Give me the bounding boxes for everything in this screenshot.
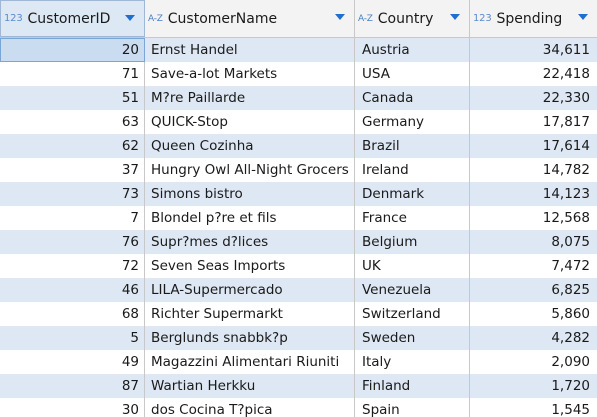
table-row[interactable]: 37 Hungry Owl All-Night Grocers Ireland 14,… bbox=[0, 158, 597, 182]
column-header-label: Country bbox=[377, 10, 434, 27]
table-row[interactable]: 73 Simons bistro Denmark 14,123 bbox=[0, 182, 597, 206]
grid-header: 123 CustomerID A-Z CustomerName A-Z Coun… bbox=[0, 0, 597, 38]
sort-arrow-icon[interactable] bbox=[125, 15, 135, 21]
cell-country[interactable]: Denmark bbox=[355, 182, 470, 206]
cell-country[interactable]: Italy bbox=[355, 350, 470, 374]
cell-customerid[interactable]: 62 bbox=[0, 134, 145, 158]
cell-customername[interactable]: Seven Seas Imports bbox=[145, 254, 355, 278]
table-row[interactable]: 51 M?re Paillarde Canada 22,330 bbox=[0, 86, 597, 110]
cell-spending[interactable]: 6,825 bbox=[551, 282, 590, 298]
cell-customerid[interactable]: 5 bbox=[0, 326, 145, 350]
text-type-icon: A-Z bbox=[358, 13, 373, 24]
table-row[interactable]: 62 Queen Cozinha Brazil 17,614 bbox=[0, 134, 597, 158]
cell-customername[interactable]: M?re Paillarde bbox=[145, 86, 355, 110]
cell-country[interactable]: Sweden bbox=[355, 326, 470, 350]
column-header-customerid[interactable]: 123 CustomerID bbox=[0, 0, 145, 37]
numeric-type-icon: 123 bbox=[4, 13, 23, 24]
column-header-label: Spending bbox=[496, 10, 563, 27]
numeric-type-icon: 123 bbox=[473, 13, 492, 24]
table-row[interactable]: 5 Berglunds snabbk?p Sweden 4,282 bbox=[0, 326, 597, 350]
cell-country[interactable]: France bbox=[355, 206, 470, 230]
cell-spending[interactable]: 4,282 bbox=[551, 330, 590, 346]
cell-customerid[interactable]: 20 bbox=[0, 38, 145, 62]
cell-spending[interactable]: 1,720 bbox=[551, 378, 590, 394]
cell-customerid[interactable]: 7 bbox=[0, 206, 145, 230]
column-header-spending[interactable]: 123 Spending bbox=[470, 0, 597, 37]
sort-arrow-icon[interactable] bbox=[578, 14, 588, 20]
cell-customername[interactable]: Save-a-lot Markets bbox=[145, 62, 355, 86]
cell-customerid[interactable]: 76 bbox=[0, 230, 145, 254]
cell-spending[interactable]: 12,568 bbox=[542, 210, 590, 226]
cell-customerid[interactable]: 30 bbox=[0, 398, 145, 417]
column-header-customername[interactable]: A-Z CustomerName bbox=[145, 0, 355, 37]
cell-country[interactable]: USA bbox=[355, 62, 470, 86]
cell-customername[interactable]: Simons bistro bbox=[145, 182, 355, 206]
column-header-country[interactable]: A-Z Country bbox=[355, 0, 470, 37]
cell-country[interactable]: Switzerland bbox=[355, 302, 470, 326]
cell-customername[interactable]: Wartian Herkku bbox=[145, 374, 355, 398]
table-row[interactable]: 76 Supr?mes d?lices Belgium 8,075 bbox=[0, 230, 597, 254]
cell-customerid[interactable]: 73 bbox=[0, 182, 145, 206]
table-row[interactable]: 87 Wartian Herkku Finland 1,720 bbox=[0, 374, 597, 398]
table-row[interactable]: 72 Seven Seas Imports UK 7,472 bbox=[0, 254, 597, 278]
table-row[interactable]: 68 Richter Supermarkt Switzerland 5,860 bbox=[0, 302, 597, 326]
cell-customerid[interactable]: 72 bbox=[0, 254, 145, 278]
cell-spending[interactable]: 8,075 bbox=[551, 234, 590, 250]
table-row[interactable]: 63 QUICK-Stop Germany 17,817 bbox=[0, 110, 597, 134]
cell-country[interactable]: Belgium bbox=[355, 230, 470, 254]
table-row[interactable]: 49 Magazzini Alimentari Riuniti Italy 2,090 bbox=[0, 350, 597, 374]
cell-spending[interactable]: 34,611 bbox=[542, 42, 590, 58]
table-row[interactable]: 71 Save-a-lot Markets USA 22,418 bbox=[0, 62, 597, 86]
column-header-label: CustomerName bbox=[167, 10, 278, 27]
cell-country[interactable]: Venezuela bbox=[355, 278, 470, 302]
cell-customername[interactable]: Magazzini Alimentari Riuniti bbox=[145, 350, 355, 374]
cell-country[interactable]: Ireland bbox=[355, 158, 470, 182]
cell-country[interactable]: UK bbox=[355, 254, 470, 278]
cell-customerid[interactable]: 37 bbox=[0, 158, 145, 182]
cell-customerid[interactable]: 87 bbox=[0, 374, 145, 398]
text-type-icon: A-Z bbox=[148, 13, 163, 24]
cell-customername[interactable]: Richter Supermarkt bbox=[145, 302, 355, 326]
cell-spending[interactable]: 22,330 bbox=[542, 90, 590, 106]
cell-spending[interactable]: 17,614 bbox=[542, 138, 590, 154]
cell-spending[interactable]: 22,418 bbox=[542, 66, 590, 82]
sort-arrow-icon[interactable] bbox=[335, 14, 345, 20]
cell-customerid[interactable]: 46 bbox=[0, 278, 145, 302]
table-row[interactable]: 46 LILA-Supermercado Venezuela 6,825 bbox=[0, 278, 597, 302]
cell-spending[interactable]: 17,817 bbox=[542, 114, 590, 130]
cell-customerid[interactable]: 68 bbox=[0, 302, 145, 326]
cell-country[interactable]: Germany bbox=[355, 110, 470, 134]
cell-country[interactable]: Spain bbox=[355, 398, 470, 417]
cell-spending[interactable]: 7,472 bbox=[551, 258, 590, 274]
cell-spending[interactable]: 2,090 bbox=[551, 354, 590, 370]
cell-customername[interactable]: Supr?mes d?lices bbox=[145, 230, 355, 254]
cell-customerid[interactable]: 51 bbox=[0, 86, 145, 110]
cell-customername[interactable]: QUICK-Stop bbox=[145, 110, 355, 134]
table-row[interactable]: 30 dos Cocina T?pica Spain 1,545 bbox=[0, 398, 597, 417]
cell-country[interactable]: Finland bbox=[355, 374, 470, 398]
cell-customername[interactable]: Hungry Owl All-Night Grocers bbox=[145, 158, 355, 182]
cell-customerid[interactable]: 49 bbox=[0, 350, 145, 374]
cell-customername[interactable]: Queen Cozinha bbox=[145, 134, 355, 158]
cell-spending[interactable]: 1,545 bbox=[551, 402, 590, 417]
table-row[interactable]: 20 Ernst Handel Austria 34,611 bbox=[0, 38, 597, 62]
cell-country[interactable]: Brazil bbox=[355, 134, 470, 158]
cell-country[interactable]: Austria bbox=[355, 38, 470, 62]
cell-customername[interactable]: Blondel p?re et fils bbox=[145, 206, 355, 230]
cell-spending[interactable]: 14,123 bbox=[542, 186, 590, 202]
cell-customername[interactable]: Ernst Handel bbox=[145, 38, 355, 62]
sort-arrow-icon[interactable] bbox=[450, 14, 460, 20]
cell-customername[interactable]: dos Cocina T?pica bbox=[145, 398, 355, 417]
grid-body: 20 Ernst Handel Austria 34,611 71 Save-a-lot … bbox=[0, 38, 597, 417]
cell-customername[interactable]: Berglunds snabbk?p bbox=[145, 326, 355, 350]
cell-customerid[interactable]: 71 bbox=[0, 62, 145, 86]
column-header-label: CustomerID bbox=[27, 10, 111, 27]
cell-customername[interactable]: LILA-Supermercado bbox=[145, 278, 355, 302]
cell-spending[interactable]: 5,860 bbox=[551, 306, 590, 322]
cell-customerid[interactable]: 63 bbox=[0, 110, 145, 134]
table-row[interactable]: 7 Blondel p?re et fils France 12,568 bbox=[0, 206, 597, 230]
cell-spending[interactable]: 14,782 bbox=[542, 162, 590, 178]
cell-country[interactable]: Canada bbox=[355, 86, 470, 110]
